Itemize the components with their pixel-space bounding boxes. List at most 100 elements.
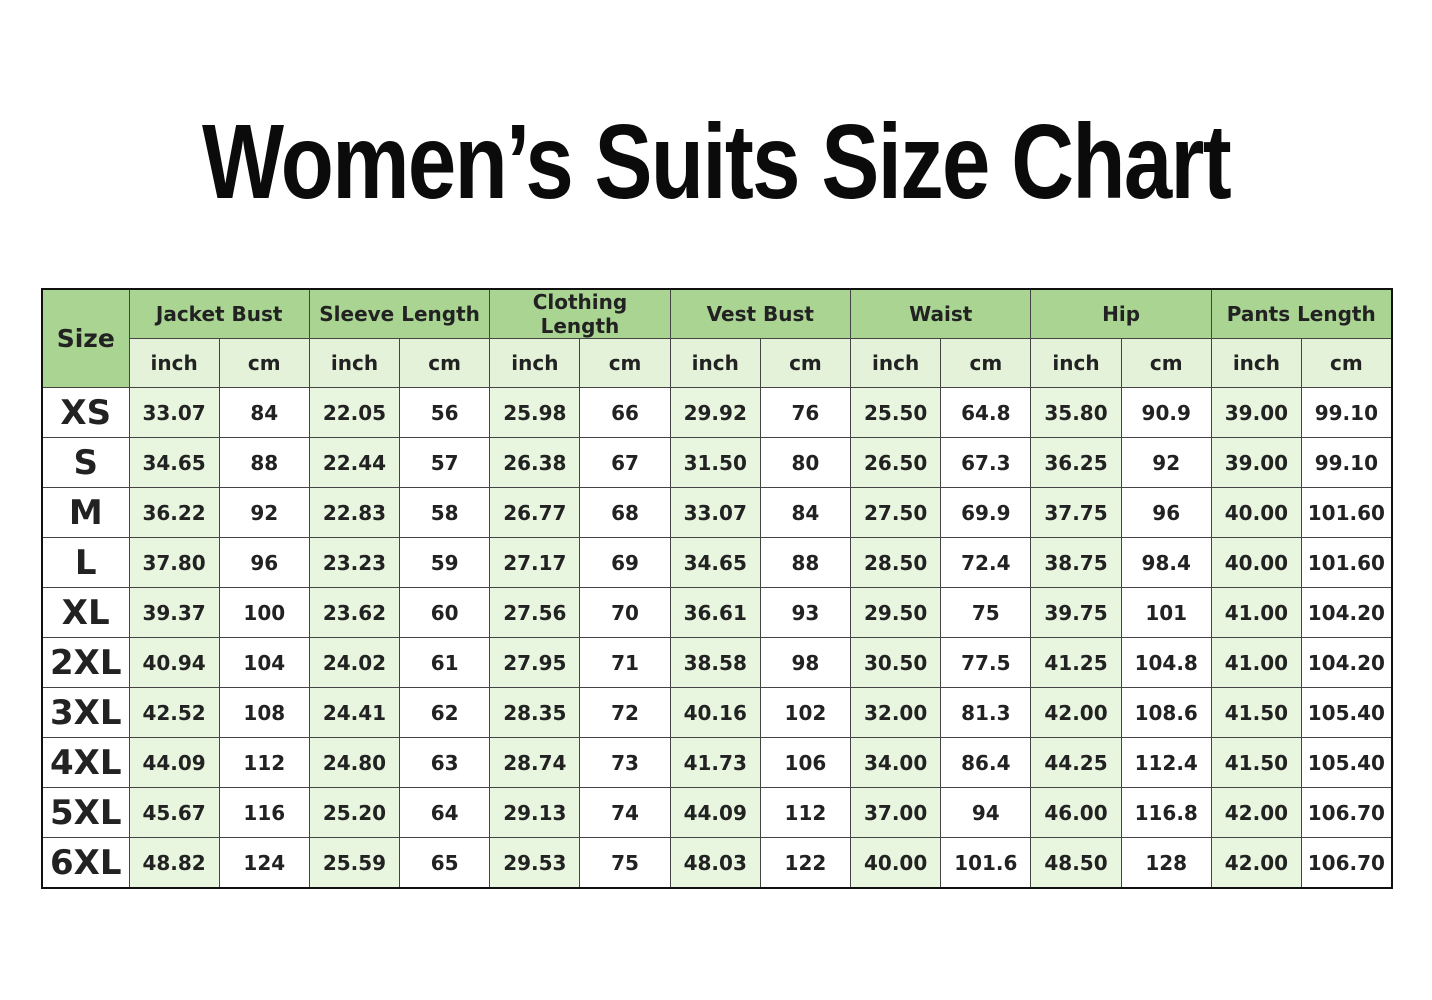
inch-value-cell: 28.50 — [850, 537, 942, 588]
inch-value-cell: 30.50 — [850, 637, 942, 688]
cm-value-cell: 74 — [579, 787, 671, 838]
cm-value-cell: 98.4 — [1120, 537, 1212, 588]
inch-value-cell: 41.50 — [1210, 687, 1303, 738]
cm-value-cell: 106 — [759, 737, 852, 788]
inch-value-cell: 32.00 — [850, 687, 942, 738]
inch-value-cell: 26.38 — [489, 437, 581, 488]
cm-value-cell: 93 — [759, 587, 852, 638]
size-label: XL — [41, 587, 130, 638]
inch-value-cell: 40.00 — [1210, 537, 1303, 588]
cm-value-cell: 122 — [759, 837, 852, 889]
cm-value-cell: 90.9 — [1120, 387, 1212, 438]
table-row: 2XL 40.94 104 24.02 61 27.95 71 38.58 98 30.50 77.… — [41, 637, 1393, 688]
cm-value-cell: 58 — [399, 487, 491, 538]
cm-value-cell: 57 — [399, 437, 491, 488]
inch-value-cell: 29.50 — [850, 587, 942, 638]
group-header: Waist — [850, 288, 1032, 339]
inch-value-cell: 27.50 — [850, 487, 942, 538]
unit-header: inch — [850, 338, 942, 388]
unit-header: cm — [1120, 338, 1212, 388]
inch-value-cell: 42.52 — [128, 687, 220, 738]
cm-value-cell: 72.4 — [940, 537, 1032, 588]
group-header: Vest Bust — [669, 288, 852, 339]
inch-value-cell: 46.00 — [1030, 787, 1122, 838]
chart-title: Women’s Suits Size Chart — [201, 103, 1232, 221]
inch-value-cell: 24.02 — [308, 637, 401, 688]
unit-header: cm — [218, 338, 310, 388]
cm-value-cell: 71 — [579, 637, 671, 688]
cm-value-cell: 112.4 — [1120, 737, 1212, 788]
group-header: Clothing Length — [489, 288, 671, 339]
inch-value-cell: 33.07 — [669, 487, 761, 538]
inch-value-cell: 37.80 — [128, 537, 220, 588]
cm-value-cell: 104 — [218, 637, 310, 688]
cm-value-cell: 96 — [218, 537, 310, 588]
inch-value-cell: 41.73 — [669, 737, 761, 788]
table-row: XL 39.37 100 23.62 60 27.56 70 36.61 93 29.50 75 39… — [41, 587, 1393, 638]
cm-value-cell: 84 — [218, 387, 310, 438]
size-label: 4XL — [41, 737, 130, 788]
cm-value-cell: 62 — [399, 687, 491, 738]
inch-value-cell: 34.00 — [850, 737, 942, 788]
inch-value-cell: 39.37 — [128, 587, 220, 638]
cm-value-cell: 106.70 — [1300, 837, 1393, 889]
inch-value-cell: 28.74 — [489, 737, 581, 788]
group-header: Hip — [1030, 288, 1212, 339]
cm-value-cell: 101 — [1120, 587, 1212, 638]
inch-value-cell: 48.50 — [1030, 837, 1122, 889]
cm-value-cell: 59 — [399, 537, 491, 588]
cm-value-cell: 67.3 — [940, 437, 1032, 488]
unit-header: cm — [1300, 338, 1393, 388]
cm-value-cell: 70 — [579, 587, 671, 638]
inch-value-cell: 26.77 — [489, 487, 581, 538]
table-row: 5XL 45.67 116 25.20 64 29.13 74 44.09 112 37.00 94… — [41, 787, 1393, 838]
inch-value-cell: 48.82 — [128, 837, 220, 889]
unit-header-row: inch cm inch cm inch cm inch cm inch cm inch cm inch… — [42, 338, 1393, 388]
cm-value-cell: 96 — [1120, 487, 1212, 538]
cm-value-cell: 104.8 — [1120, 637, 1212, 688]
cm-value-cell: 76 — [759, 387, 852, 438]
unit-header: inch — [489, 338, 581, 388]
table-row: 3XL 42.52 108 24.41 62 28.35 72 40.16 102 32.00 81… — [41, 687, 1393, 738]
inch-value-cell: 23.23 — [308, 537, 401, 588]
cm-value-cell: 99.10 — [1300, 387, 1393, 438]
inch-value-cell: 39.75 — [1030, 587, 1122, 638]
table-row: M 36.22 92 22.83 58 26.77 68 33.07 84 27.50 69.9 37… — [41, 487, 1393, 538]
cm-value-cell: 98 — [759, 637, 852, 688]
cm-value-cell: 99.10 — [1300, 437, 1393, 488]
inch-value-cell: 45.67 — [128, 787, 220, 838]
size-label: 5XL — [41, 787, 130, 838]
cm-value-cell: 72 — [579, 687, 671, 738]
cm-value-cell: 101.60 — [1300, 487, 1393, 538]
cm-value-cell: 61 — [399, 637, 491, 688]
inch-value-cell: 25.98 — [489, 387, 581, 438]
inch-value-cell: 29.13 — [489, 787, 581, 838]
inch-value-cell: 27.95 — [489, 637, 581, 688]
cm-value-cell: 63 — [399, 737, 491, 788]
inch-value-cell: 37.75 — [1030, 487, 1122, 538]
inch-value-cell: 38.58 — [669, 637, 761, 688]
cm-value-cell: 69 — [579, 537, 671, 588]
inch-value-cell: 25.59 — [308, 837, 401, 889]
inch-value-cell: 34.65 — [669, 537, 761, 588]
inch-value-cell: 34.65 — [128, 437, 220, 488]
inch-value-cell: 48.03 — [669, 837, 761, 889]
inch-value-cell: 40.00 — [850, 837, 942, 889]
inch-value-cell: 23.62 — [308, 587, 401, 638]
cm-value-cell: 60 — [399, 587, 491, 638]
cm-value-cell: 104.20 — [1300, 587, 1393, 638]
inch-value-cell: 25.20 — [308, 787, 401, 838]
cm-value-cell: 69.9 — [940, 487, 1032, 538]
group-header-row: Size Jacket Bust Sleeve Length Clothing Le… — [41, 288, 1393, 388]
cm-value-cell: 116 — [218, 787, 310, 838]
unit-header: cm — [579, 338, 671, 388]
inch-value-cell: 42.00 — [1030, 687, 1122, 738]
inch-value-cell: 44.09 — [669, 787, 761, 838]
cm-value-cell: 75 — [579, 837, 671, 889]
cm-value-cell: 75 — [940, 587, 1032, 638]
table-row: 6XL 48.82 124 25.59 65 29.53 75 48.03 122 40.00 10… — [41, 837, 1393, 889]
inch-value-cell: 35.80 — [1030, 387, 1122, 438]
inch-value-cell: 37.00 — [850, 787, 942, 838]
unit-header: cm — [759, 338, 852, 388]
inch-value-cell: 44.09 — [128, 737, 220, 788]
